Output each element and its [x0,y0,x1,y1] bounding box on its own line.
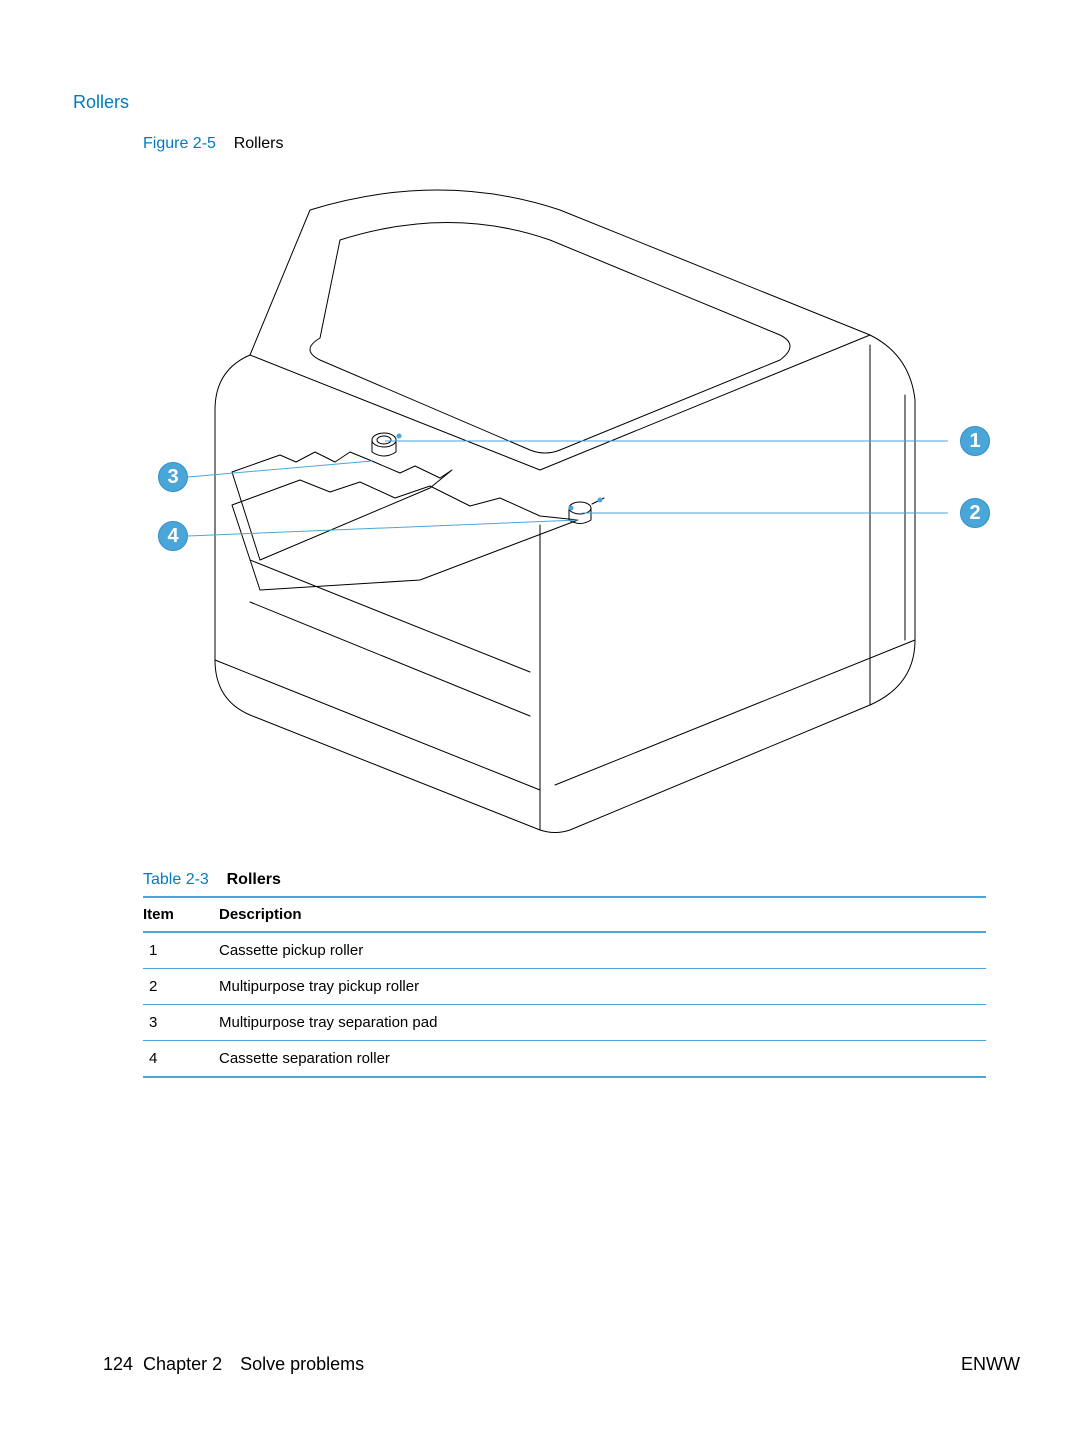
table-label: Table 2-3 [143,871,209,888]
callout-1: 1 [960,426,990,456]
cell-desc: Multipurpose tray separation pad [219,1005,986,1041]
col-header-description: Description [219,897,986,932]
table-caption: Table 2-3 Rollers [143,871,281,889]
cell-item: 2 [143,969,219,1005]
cell-item: 1 [143,932,219,969]
section-heading: Rollers [73,92,129,113]
footer-chapter: Chapter 2 [143,1354,222,1375]
footer-section: Solve problems [240,1354,364,1375]
cell-item: 4 [143,1041,219,1078]
rollers-table: Item Description 1 Cassette pickup rolle… [143,896,986,1078]
footer-right: ENWW [961,1354,1020,1375]
page-footer: 124 Chapter 2 Solve problems ENWW [103,1354,1020,1375]
cell-item: 3 [143,1005,219,1041]
printer-linework-svg [143,160,986,854]
figure-caption: Figure 2-5 Rollers [143,135,284,153]
table-title: Rollers [227,871,281,888]
table-row: 1 Cassette pickup roller [143,932,986,969]
cell-desc: Multipurpose tray pickup roller [219,969,986,1005]
callout-4: 4 [158,521,188,551]
table-row: 3 Multipurpose tray separation pad [143,1005,986,1041]
figure-diagram: 1 2 3 4 [143,160,986,854]
table-header-row: Item Description [143,897,986,932]
callout-3: 3 [158,462,188,492]
leader-line-3 [188,461,372,477]
table-row: 2 Multipurpose tray pickup roller [143,969,986,1005]
col-header-item: Item [143,897,219,932]
leader-line-4 [188,520,578,536]
page-number: 124 [103,1354,133,1375]
callout-2: 2 [960,498,990,528]
figure-title: Rollers [234,135,284,152]
cell-desc: Cassette pickup roller [219,932,986,969]
cell-desc: Cassette separation roller [219,1041,986,1078]
table-row: 4 Cassette separation roller [143,1041,986,1078]
figure-label: Figure 2-5 [143,135,216,152]
